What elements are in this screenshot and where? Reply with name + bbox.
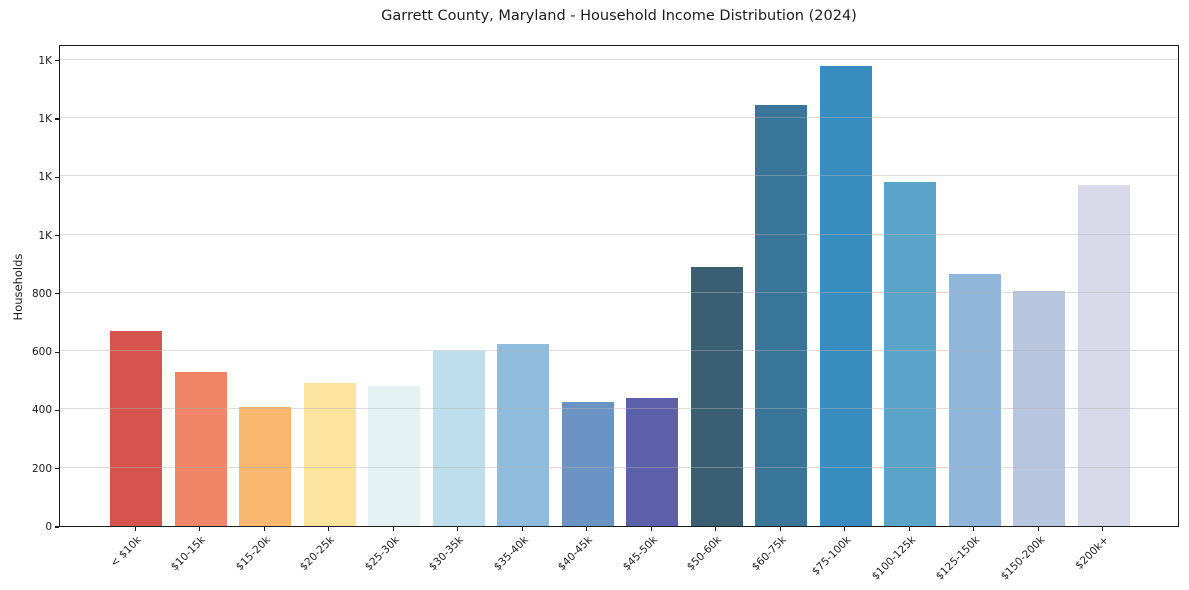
x-tick-mark	[650, 527, 652, 531]
x-tick-label: $30-35k	[427, 534, 467, 574]
gridline-800	[60, 291, 1178, 293]
y-tick-label: 1K	[38, 113, 52, 126]
gridline-1K	[60, 175, 1178, 177]
chart-title: Garrett County, Maryland - Household Inc…	[381, 8, 857, 24]
x-tick-mark	[908, 527, 910, 531]
x-tick-mark	[392, 527, 394, 531]
y-tick-label: 600	[31, 346, 52, 359]
x-tick-label: $50-60k	[685, 534, 725, 574]
x-tick-label: $150-200k	[998, 534, 1047, 583]
x-tick-mark	[1102, 527, 1104, 531]
x-tick-mark	[263, 527, 265, 531]
x-tick-mark	[715, 527, 717, 531]
x-tick-label: $75-100k	[809, 534, 854, 578]
bar-$25-30k	[368, 386, 421, 526]
x-tick-mark	[328, 527, 330, 531]
y-tick-mark	[55, 118, 59, 120]
gridline-1K	[60, 58, 1178, 60]
x-tick-mark	[134, 527, 136, 531]
x-tick-label: $60-75k	[749, 534, 789, 574]
y-tick-label: 1K	[38, 54, 52, 67]
bar-$35-40k	[497, 343, 550, 526]
x-tick-label: $125-150k	[933, 534, 983, 583]
gridline-200	[60, 466, 1178, 468]
x-tick-mark	[521, 527, 523, 531]
x-tick-mark	[199, 527, 201, 531]
x-tick-label: $200k+	[1073, 534, 1112, 572]
y-tick-label: 400	[31, 404, 52, 417]
gridline-600	[60, 350, 1178, 352]
y-tick-label: 800	[31, 287, 52, 300]
y-tick-mark	[55, 176, 59, 178]
y-axis-label: Households	[11, 253, 25, 321]
y-tick-mark	[55, 526, 59, 528]
bar-< $10k	[110, 330, 163, 526]
bar-$200k+	[1077, 185, 1130, 526]
x-tick-label: $40-45k	[556, 534, 596, 574]
bar-$20-25k	[303, 383, 356, 526]
x-tick-label: < $10k	[108, 534, 144, 570]
x-tick-mark	[779, 527, 781, 531]
plot-area	[59, 45, 1179, 527]
gridline-400	[60, 408, 1178, 410]
y-tick-label: 1K	[38, 229, 52, 242]
bar-$60-75k	[755, 104, 808, 526]
y-tick-label: 1K	[38, 171, 52, 184]
x-tick-label: $25-30k	[362, 534, 402, 574]
y-tick-label: 0	[45, 521, 52, 533]
y-tick-mark	[55, 293, 59, 295]
x-tick-label: $20-25k	[298, 534, 338, 574]
x-tick-label: $15-20k	[233, 534, 273, 574]
bar-$100-125k	[884, 182, 937, 526]
x-tick-label: $10-15k	[169, 534, 209, 574]
x-tick-mark	[973, 527, 975, 531]
bar-$40-45k	[561, 402, 614, 526]
bar-$125-150k	[948, 273, 1001, 526]
bar-$150-200k	[1013, 291, 1066, 526]
y-tick-mark	[55, 468, 59, 470]
y-tick-mark	[55, 60, 59, 62]
gridline-1K	[60, 233, 1178, 235]
bar-$10-15k	[174, 371, 227, 526]
gridline-1K	[60, 117, 1178, 119]
y-tick-mark	[55, 409, 59, 412]
y-tick-mark	[55, 351, 59, 353]
x-tick-mark	[457, 527, 459, 531]
bar-$30-35k	[432, 351, 485, 526]
x-tick-mark	[844, 527, 846, 531]
bar-$50-60k	[690, 266, 743, 526]
x-tick-label: $100-125k	[869, 534, 918, 583]
bar-$15-20k	[239, 406, 292, 526]
y-tick-label: 200	[31, 462, 52, 475]
y-tick-mark	[55, 234, 59, 237]
x-tick-label: $35-40k	[491, 534, 531, 574]
bar-$75-100k	[819, 65, 872, 526]
bar-$45-50k	[626, 397, 679, 526]
x-tick-mark	[586, 527, 588, 531]
x-tick-mark	[1037, 527, 1039, 531]
x-tick-label: $45-50k	[620, 534, 660, 574]
